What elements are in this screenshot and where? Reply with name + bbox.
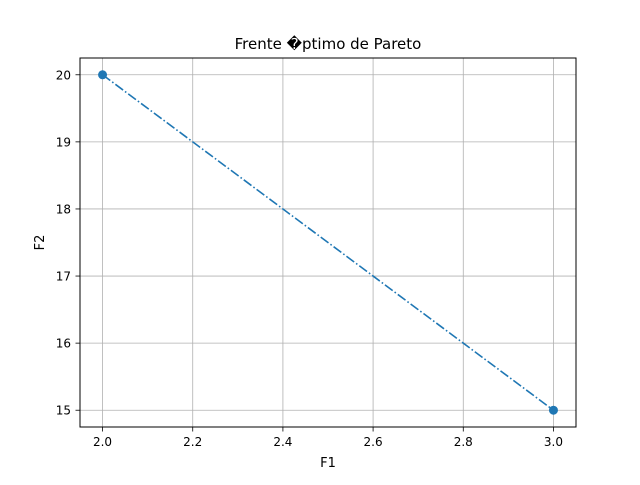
data-point <box>548 405 558 415</box>
x-tick-label: 2.2 <box>183 435 202 449</box>
x-tick-label: 2.4 <box>273 435 292 449</box>
axis-ticks: 2.0 2.2 2.4 2.6 2.8 3.0 15 16 17 18 19 20 <box>56 68 563 449</box>
grid-lines <box>80 58 576 427</box>
x-tick-label: 3.0 <box>544 435 563 449</box>
x-tick-label: 2.6 <box>364 435 383 449</box>
data-point <box>98 70 108 80</box>
y-tick-label: 17 <box>56 270 71 284</box>
series-layer <box>98 70 558 415</box>
x-tick-label: 2.8 <box>454 435 473 449</box>
y-tick-label: 19 <box>56 135 71 149</box>
series-line <box>102 74 554 411</box>
y-tick-label: 20 <box>56 68 71 82</box>
x-axis-label: F1 <box>320 456 336 471</box>
plot-frame <box>79 57 577 428</box>
chart-title: Frente �ptimo de Pareto <box>235 35 422 53</box>
y-axis-label: F2 <box>33 235 48 251</box>
y-tick-label: 18 <box>56 202 71 216</box>
y-tick-label: 16 <box>56 337 71 351</box>
x-tick-label: 2.0 <box>93 435 112 449</box>
y-tick-label: 15 <box>56 404 71 418</box>
